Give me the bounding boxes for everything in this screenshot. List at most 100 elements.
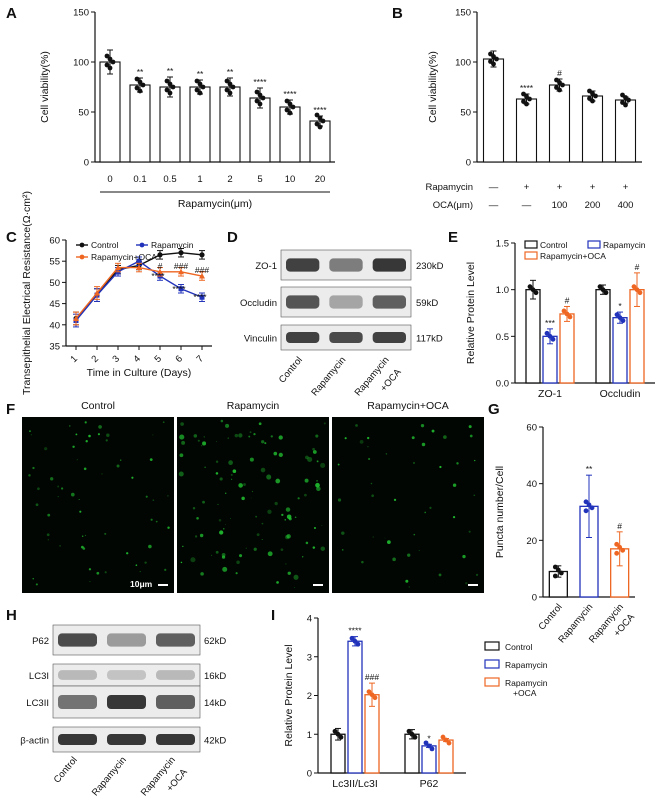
panel-label-I: I [271, 607, 275, 624]
chart-A: 0 50 100 150 Cell viability(%) 0 ** 0.1 ** 0.5 ** 1… [39, 8, 335, 210]
y-tick-label: 45 [49, 299, 60, 310]
fluorescent-punctum [88, 568, 92, 571]
panel-label-F: F [6, 401, 15, 418]
legend-swatch [587, 240, 601, 249]
blot-band [329, 332, 363, 343]
data-point [290, 104, 296, 110]
data-point [335, 731, 341, 737]
blot-band [372, 258, 406, 272]
fluorescent-punctum [179, 434, 185, 440]
fluorescent-punctum [294, 516, 297, 519]
data-point [320, 118, 326, 124]
fluorescent-punctum [182, 545, 184, 548]
fluorescent-punctum [78, 498, 80, 500]
fluorescent-punctum [144, 561, 147, 564]
blot-band [107, 670, 146, 680]
fluorescent-punctum [468, 530, 471, 533]
data-point [115, 264, 121, 271]
data-point [227, 81, 233, 87]
data-point [136, 258, 142, 264]
y-tick-label: 4 [307, 614, 312, 625]
legend-label: Rapamycin [505, 678, 548, 688]
chart-E: 0.0 0.5 1.0 1.5 Relative Protein Level ZO-1 Oc… [465, 239, 655, 400]
fluorescent-punctum [474, 459, 476, 462]
fluorescent-punctum [79, 510, 82, 513]
data-point [617, 544, 623, 550]
data-point [332, 728, 338, 734]
fluorescent-punctum [135, 564, 138, 567]
x-tick-label: 7 [194, 353, 206, 365]
fluorescent-punctum [196, 516, 199, 520]
fluorescent-punctum [179, 453, 184, 458]
blot-band [156, 670, 195, 680]
fluorescent-punctum [280, 548, 284, 552]
fluorescent-punctum [28, 474, 31, 477]
fluorescent-punctum [215, 460, 219, 463]
data-point [164, 87, 170, 93]
fluorescent-punctum [32, 466, 35, 470]
data-point [284, 98, 290, 104]
x-tick-label: 10 [285, 174, 296, 185]
fluorescent-punctum [264, 442, 267, 445]
x-tick-label: 0 [107, 174, 112, 185]
data-point [626, 97, 631, 103]
fluorescent-punctum [367, 436, 370, 440]
data-point [530, 287, 536, 293]
bar [595, 289, 611, 384]
band-size-label: 62kD [204, 636, 226, 647]
fluorescent-punctum [424, 511, 427, 514]
data-point [140, 82, 146, 88]
data-point [429, 746, 435, 752]
band-size-label: 16kD [204, 671, 226, 682]
fluorescent-punctum [227, 437, 229, 439]
data-point [194, 87, 200, 93]
fluorescent-punctum [202, 441, 207, 446]
fluorescent-punctum [261, 440, 265, 444]
significance-label: ** [227, 67, 234, 77]
y-tick-label: 60 [526, 423, 537, 434]
data-point [560, 82, 565, 88]
y-tick-label: 150 [73, 8, 89, 19]
fluorescent-punctum [270, 435, 273, 438]
blot-band [286, 258, 320, 272]
data-point [254, 98, 260, 104]
significance-label: ### [195, 265, 209, 275]
fluorescent-punctum [84, 421, 87, 424]
y-axis-label: Relative Protein Level [465, 262, 477, 364]
fluorescent-punctum [218, 519, 222, 522]
fluorescent-punctum [70, 492, 75, 497]
data-point [426, 743, 432, 749]
panel-label-D: D [227, 229, 238, 246]
data-point [440, 734, 446, 740]
band-size-label: 230kD [416, 261, 444, 272]
x-tick-label: 0.5 [163, 174, 176, 185]
fluorescent-punctum [225, 423, 230, 428]
legend-marker [79, 242, 85, 248]
fluorescent-punctum [230, 473, 233, 476]
fluorescent-punctum [46, 533, 50, 537]
fluorescent-punctum [323, 422, 326, 425]
y-axis-label: Relative Protein Level [283, 644, 295, 746]
fluorescent-punctum [101, 473, 103, 475]
fluorescent-punctum [96, 571, 100, 575]
fluorescent-punctum [438, 573, 442, 577]
lane-label: Rapamycin [90, 755, 129, 798]
fluorescent-punctum [288, 517, 292, 521]
y-axis-label: Transepithelial Electrical Resistance(Ω·… [21, 191, 33, 395]
fluorescent-punctum [469, 434, 473, 438]
rapamycin-row-cell: — [489, 182, 499, 193]
micrograph [177, 417, 329, 593]
data-point [623, 102, 628, 108]
legend-swatch [484, 641, 500, 651]
data-point [167, 81, 173, 87]
data-point [614, 550, 620, 556]
fluorescent-punctum [120, 459, 122, 461]
fluorescent-punctum [75, 433, 78, 436]
fluorescent-punctum [180, 561, 183, 564]
fluorescent-punctum [253, 547, 257, 551]
data-point [224, 87, 230, 93]
fluorescent-punctum [255, 515, 258, 518]
fluorescent-punctum [344, 437, 347, 440]
fluorescent-punctum [215, 472, 219, 475]
fluorescent-punctum [210, 554, 213, 556]
